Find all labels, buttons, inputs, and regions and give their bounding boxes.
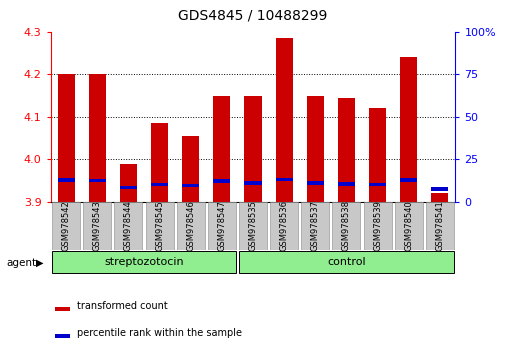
Text: GSM978546: GSM978546 xyxy=(186,200,195,251)
Bar xyxy=(120,186,137,189)
Bar xyxy=(306,181,323,185)
Text: GSM978547: GSM978547 xyxy=(217,200,226,251)
Bar xyxy=(58,178,75,182)
Bar xyxy=(244,96,261,202)
Text: GSM978541: GSM978541 xyxy=(434,200,443,251)
FancyBboxPatch shape xyxy=(176,202,205,250)
FancyBboxPatch shape xyxy=(394,202,422,250)
Text: GSM978538: GSM978538 xyxy=(341,200,350,251)
FancyBboxPatch shape xyxy=(238,202,267,250)
Bar xyxy=(213,179,230,183)
Bar xyxy=(150,183,168,187)
Text: streptozotocin: streptozotocin xyxy=(104,257,183,267)
FancyBboxPatch shape xyxy=(52,251,235,273)
Text: GSM978537: GSM978537 xyxy=(310,200,319,251)
Bar xyxy=(55,307,70,311)
Text: GSM978544: GSM978544 xyxy=(124,200,133,251)
Text: GSM978543: GSM978543 xyxy=(92,200,102,251)
FancyBboxPatch shape xyxy=(238,251,453,273)
Bar xyxy=(368,183,385,187)
FancyBboxPatch shape xyxy=(83,202,111,250)
FancyBboxPatch shape xyxy=(114,202,142,250)
Bar xyxy=(55,335,70,338)
Text: percentile rank within the sample: percentile rank within the sample xyxy=(77,329,241,338)
FancyBboxPatch shape xyxy=(300,202,329,250)
Text: transformed count: transformed count xyxy=(77,301,167,311)
Bar xyxy=(368,108,385,202)
FancyBboxPatch shape xyxy=(332,202,360,250)
Text: GSM978542: GSM978542 xyxy=(62,200,71,251)
Text: control: control xyxy=(326,257,365,267)
Bar xyxy=(88,74,106,202)
Text: GSM978540: GSM978540 xyxy=(403,200,413,251)
FancyBboxPatch shape xyxy=(52,202,80,250)
Bar xyxy=(213,96,230,202)
FancyBboxPatch shape xyxy=(145,202,173,250)
Bar xyxy=(120,164,137,202)
Bar xyxy=(244,181,261,185)
FancyBboxPatch shape xyxy=(270,202,297,250)
Bar xyxy=(337,182,355,185)
Text: ▶: ▶ xyxy=(36,258,44,268)
Bar xyxy=(399,178,417,182)
Bar xyxy=(182,136,199,202)
Bar xyxy=(430,193,447,202)
Bar xyxy=(430,187,447,191)
Text: agent: agent xyxy=(7,258,37,268)
Bar xyxy=(88,179,106,182)
Bar xyxy=(306,96,323,202)
Bar xyxy=(182,184,199,187)
Text: GSM978535: GSM978535 xyxy=(248,200,257,251)
Text: GSM978545: GSM978545 xyxy=(155,200,164,251)
Bar xyxy=(58,74,75,202)
Text: GSM978539: GSM978539 xyxy=(372,200,381,251)
Bar xyxy=(399,57,417,202)
Bar xyxy=(150,123,168,202)
Text: GSM978536: GSM978536 xyxy=(279,200,288,251)
FancyBboxPatch shape xyxy=(363,202,391,250)
FancyBboxPatch shape xyxy=(208,202,235,250)
FancyBboxPatch shape xyxy=(425,202,453,250)
Bar xyxy=(337,98,355,202)
Bar xyxy=(275,38,292,202)
Bar xyxy=(275,178,292,181)
Text: GDS4845 / 10488299: GDS4845 / 10488299 xyxy=(178,9,327,23)
